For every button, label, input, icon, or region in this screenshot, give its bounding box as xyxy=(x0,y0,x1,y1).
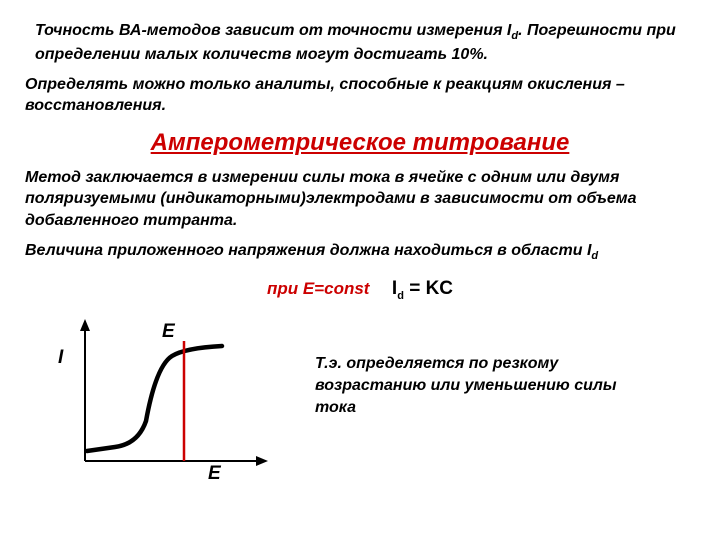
equivalence-note: Т.э. определяется по резкому возрастанию… xyxy=(315,353,635,418)
formula-sub: d xyxy=(397,289,404,301)
formula-condition: при E=const xyxy=(267,279,369,298)
chart-xlabel: E xyxy=(208,463,221,485)
iv-chart: I E E xyxy=(50,311,280,491)
chart-ylabel: I xyxy=(58,347,63,369)
formula-tail: = KC xyxy=(404,278,453,299)
paragraph-analytes: Определять можно только аналиты, способн… xyxy=(25,74,695,117)
p4-text: Величина приложенного напряжения должна … xyxy=(25,242,591,259)
p1-text: Точность ВА-методов зависит от точности … xyxy=(35,22,511,39)
paragraph-accuracy: Точность ВА-методов зависит от точности … xyxy=(25,20,695,66)
chart-e-top-label: E xyxy=(162,321,175,343)
x-axis-arrow xyxy=(256,456,268,466)
formula-line: при E=const Id = KC xyxy=(25,278,695,302)
iv-curve xyxy=(87,346,222,451)
y-axis-arrow xyxy=(80,319,90,331)
page-title: Амперометрическое титрование xyxy=(25,129,695,157)
paragraph-method: Метод заключается в измерении силы тока … xyxy=(25,167,695,232)
paragraph-voltage: Величина приложенного напряжения должна … xyxy=(25,240,695,264)
bottom-row: I E E Т.э. определяется по резкому возра… xyxy=(25,311,695,491)
formula-equation: Id = KC xyxy=(392,278,453,299)
p4-sub: d xyxy=(591,250,598,262)
